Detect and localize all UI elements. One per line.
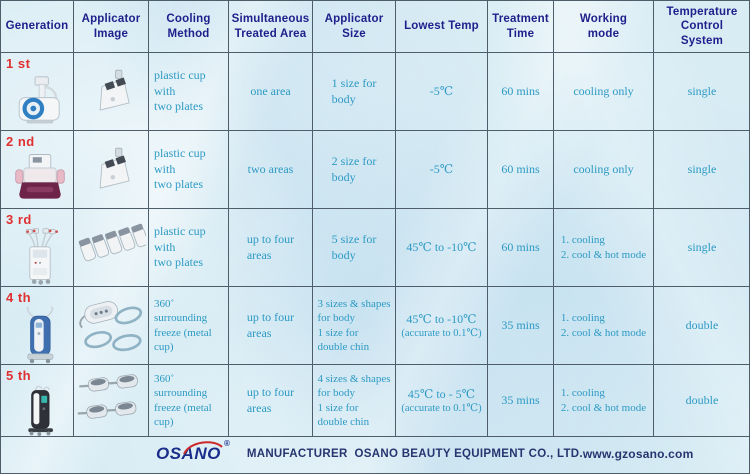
applicator-four-metal-cups-icon [77, 373, 138, 419]
temp-accuracy-note: (accurate to 0.1℃) [401, 403, 482, 415]
treatment-time-cell-1: 60 mins [488, 53, 554, 131]
generation-cell-5: 5 th [1, 365, 74, 437]
applicator-cell-5 [74, 365, 149, 437]
temp-control-cell-2: single [654, 131, 750, 209]
temp-control-cell-4: double [654, 287, 750, 365]
treated-area-cell-5: up to four areas [229, 365, 313, 437]
temp-control-cell-1: single [654, 53, 750, 131]
treatment-time-cell-4: 35 mins [488, 287, 554, 365]
header-lowest-temp: Lowest Temp [396, 1, 488, 53]
header-applicator-size: Applicator Size [313, 1, 396, 53]
working-mode-cell-2: cooling only [554, 131, 654, 209]
osano-logo: OSANO ® [156, 439, 230, 463]
generation-label-4: 4 th [6, 290, 32, 305]
temp-control-cell-5: double [654, 365, 750, 437]
manufacturer-text: MANUFACTURER OSANO BEAUTY EQUIPMENT CO.,… [246, 448, 583, 460]
applicator-size-cell-1: 1 size for body [313, 53, 396, 131]
cooling-method-cell-2: plastic cup with two plates [149, 131, 229, 209]
machine-3rd-gen-icon [25, 228, 58, 285]
machine-1st-gen-icon [18, 76, 60, 124]
website-text: www.gzosano.com [582, 447, 694, 461]
applicator-size-cell-5: 4 sizes & shapes for body 1 size for dou… [313, 365, 396, 437]
generation-cell-1: 1 st [1, 53, 74, 131]
applicator-size-cell-4: 3 sizes & shapes for body 1 size for dou… [313, 287, 396, 365]
working-mode-cell-3: 1. cooling 2. cool & hot mode [554, 209, 654, 287]
generation-cell-2: 2 nd [1, 131, 74, 209]
header-treated-area: Simultaneous Treated Area [229, 1, 313, 53]
applicator-plates-icon [99, 147, 130, 189]
applicator-plates-icon [99, 69, 130, 111]
cooling-method-cell-3: plastic cup with two plates [149, 209, 229, 287]
generation-label-2: 2 nd [6, 134, 35, 149]
lowest-temp-cell-2: -5℃ [396, 131, 488, 209]
treated-area-cell-4: up to four areas [229, 287, 313, 365]
temp-accuracy-note: (accurate to 0.1℃) [401, 328, 482, 340]
lowest-temp-cell-5: 45℃ to - 5℃ (accurate to 0.1℃) [396, 365, 488, 437]
treatment-time-cell-5: 35 mins [488, 365, 554, 437]
applicator-metal-cup-rings-icon [79, 300, 143, 351]
treated-area-cell-2: two areas [229, 131, 313, 209]
applicator-cell-3 [74, 209, 149, 287]
header-temp-control: Temperature Control System [654, 1, 750, 53]
lowest-temp-cell-4: 45℃ to -10℃ (accurate to 0.1℃) [396, 287, 488, 365]
header-generation: Generation [1, 1, 74, 53]
applicator-cell-1 [74, 53, 149, 131]
working-mode-cell-5: 1. cooling 2. cool & hot mode [554, 365, 654, 437]
applicator-size-cell-3: 5 size for body [313, 209, 396, 287]
generation-cell-4: 4 th [1, 287, 74, 365]
applicator-cell-2 [74, 131, 149, 209]
lowest-temp-cell-1: -5℃ [396, 53, 488, 131]
temp-control-cell-3: single [654, 209, 750, 287]
cooling-method-cell-5: 360˚ surrounding freeze (metal cup) [149, 365, 229, 437]
header-treatment-time: Treatment Time [488, 1, 554, 53]
cooling-method-cell-4: 360˚ surrounding freeze (metal cup) [149, 287, 229, 365]
applicator-size-cell-2: 2 size for body [313, 131, 396, 209]
treatment-time-cell-3: 60 mins [488, 209, 554, 287]
generation-label-5: 5 th [6, 368, 32, 383]
machine-5th-gen-icon [27, 385, 53, 436]
generation-cell-3: 3 rd [1, 209, 74, 287]
cooling-method-cell-1: plastic cup with two plates [149, 53, 229, 131]
lowest-temp-cell-3: 45℃ to -10℃ [396, 209, 488, 287]
machine-4th-gen-icon [26, 306, 53, 364]
header-working-mode: Working mode [554, 1, 654, 53]
header-cooling-method: Cooling Method [149, 1, 229, 53]
treated-area-cell-1: one area [229, 53, 313, 131]
generation-label-1: 1 st [6, 56, 31, 71]
generation-label-3: 3 rd [6, 212, 32, 227]
applicator-cell-4 [74, 287, 149, 365]
applicator-five-cups-icon [78, 223, 146, 261]
treatment-time-cell-2: 60 mins [488, 131, 554, 209]
working-mode-cell-1: cooling only [554, 53, 654, 131]
machine-2nd-gen-icon [14, 154, 65, 199]
footer-bar: OSANO ® MANUFACTURER OSANO BEAUTY EQUIPM… [1, 437, 750, 471]
treated-area-cell-3: up to four areas [229, 209, 313, 287]
registered-mark: ® [223, 439, 230, 448]
working-mode-cell-4: 1. cooling 2. cool & hot mode [554, 287, 654, 365]
header-applicator-image: Applicator Image [74, 1, 149, 53]
